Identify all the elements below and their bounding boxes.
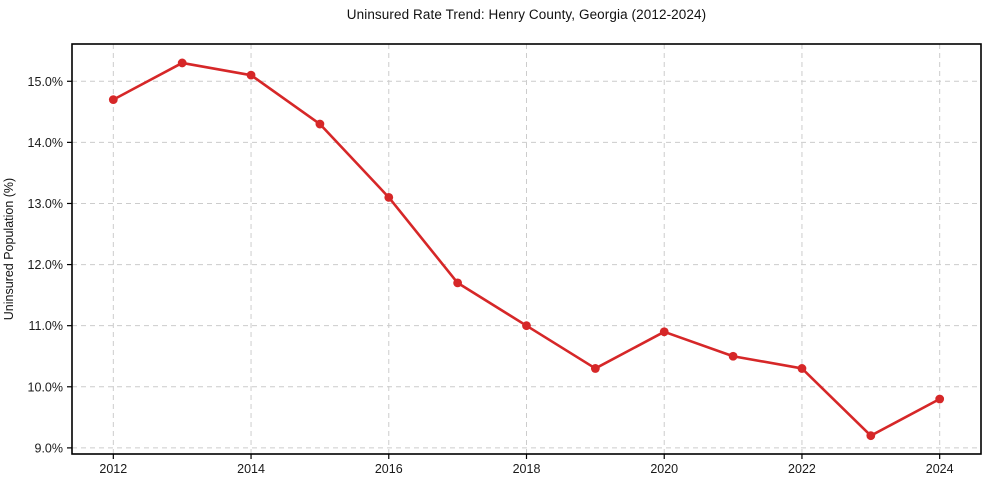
chart-title: Uninsured Rate Trend: Henry County, Geor… xyxy=(346,7,707,22)
x-tick-label: 2020 xyxy=(650,462,678,476)
data-point-marker xyxy=(177,58,187,68)
y-tick-label: 9.0% xyxy=(35,441,64,455)
x-tick-label: 2018 xyxy=(513,462,541,476)
data-point-marker xyxy=(246,70,256,80)
data-point-marker xyxy=(728,351,738,361)
plot-border xyxy=(71,43,982,455)
data-point-marker xyxy=(108,95,118,105)
data-point-marker xyxy=(590,364,600,373)
x-tick-label: 2022 xyxy=(788,462,816,476)
y-tick-label: 12.0% xyxy=(28,258,63,272)
y-tick-label: 14.0% xyxy=(28,136,63,150)
data-point-marker xyxy=(522,321,531,331)
data-point-marker xyxy=(384,192,394,202)
y-tick-label: 13.0% xyxy=(28,197,63,211)
x-tick-label: 2014 xyxy=(237,462,265,476)
data-point-marker xyxy=(659,327,669,337)
x-tick-label: 2016 xyxy=(375,462,403,476)
data-point-marker xyxy=(935,394,945,404)
y-tick-label: 10.0% xyxy=(28,380,63,394)
x-tick-label: 2012 xyxy=(99,462,127,476)
y-tick-label: 11.0% xyxy=(28,319,63,333)
y-tick-label: 15.0% xyxy=(28,75,63,89)
x-tick-label: 2024 xyxy=(926,462,954,476)
data-point-marker xyxy=(315,119,325,129)
data-point-marker xyxy=(797,364,807,373)
data-point-marker xyxy=(453,278,463,288)
y-axis-label: Uninsured Population (%) xyxy=(2,177,16,321)
data-point-marker xyxy=(866,431,876,441)
